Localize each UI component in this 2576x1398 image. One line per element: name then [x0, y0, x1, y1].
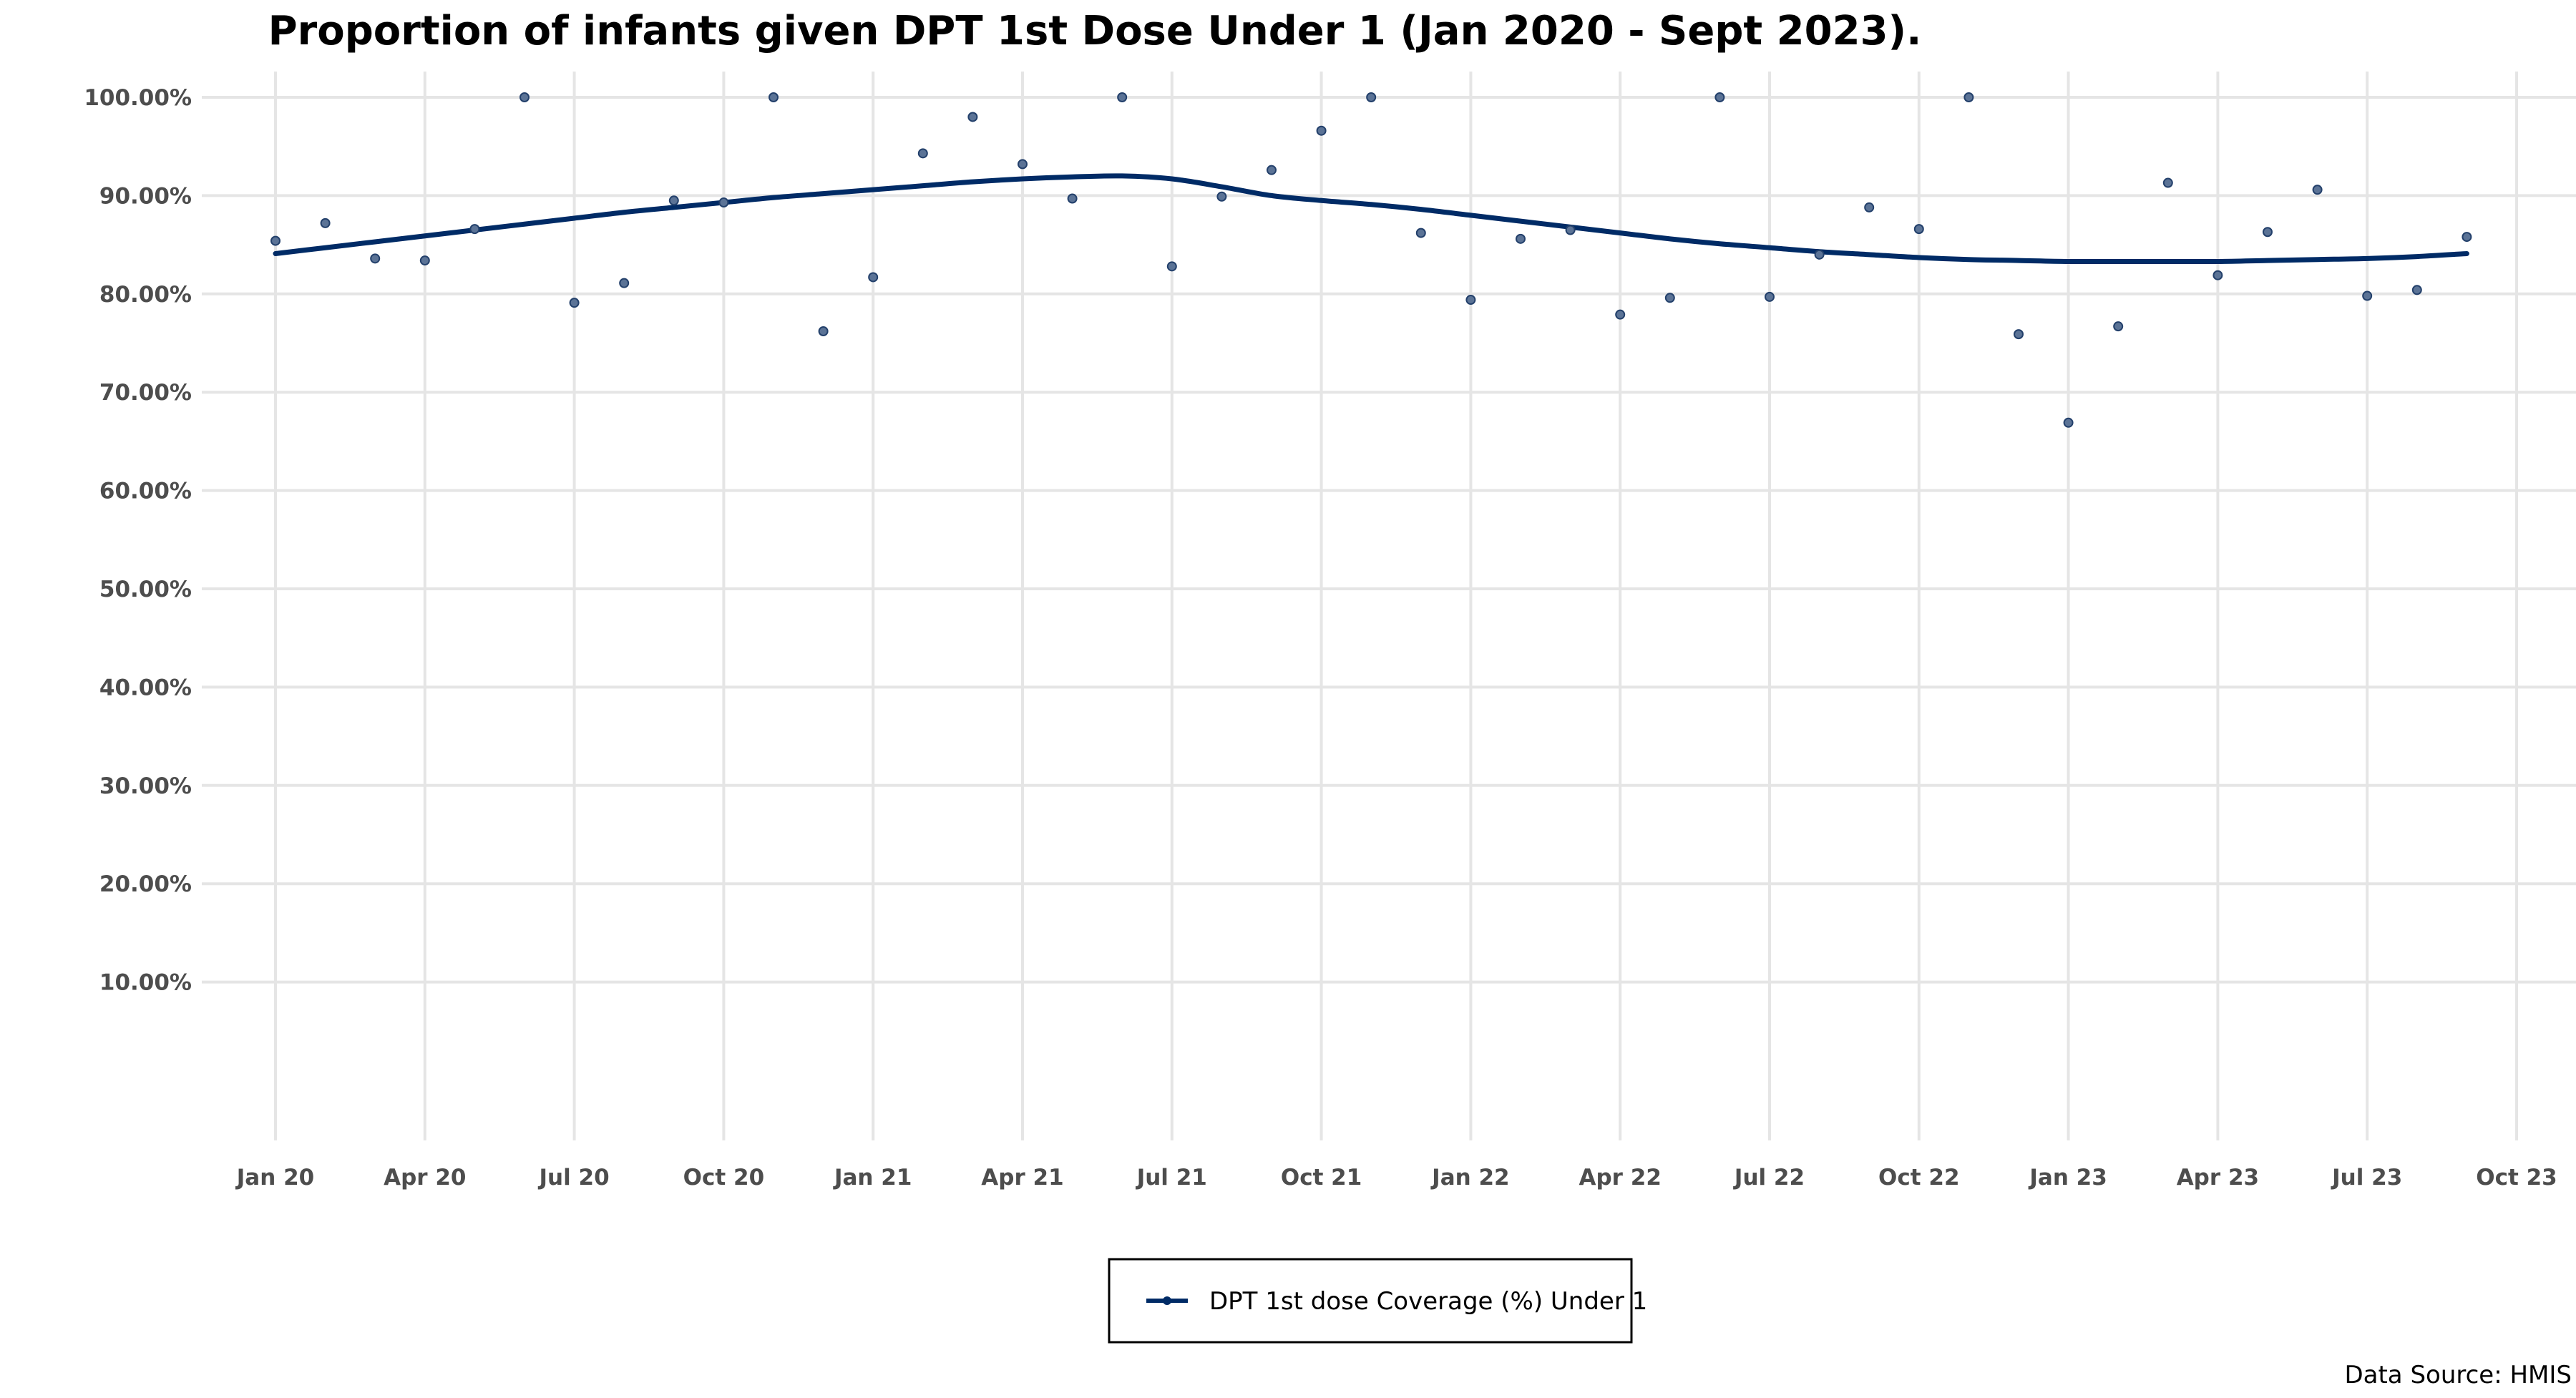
x-tick-label: Jul 21: [1136, 1165, 1207, 1191]
legend-swatch-dot: [1163, 1296, 1171, 1305]
data-point: [1864, 202, 1875, 212]
data-point: [668, 195, 679, 206]
x-tick-label: Jul 23: [2331, 1165, 2402, 1191]
data-point: [2113, 321, 2124, 332]
data-point: [419, 255, 430, 266]
y-tick-label: 40.00%: [99, 675, 192, 700]
y-tick-label: 80.00%: [99, 282, 192, 308]
tick-layer: 10.00% 20.00% 30.00% 40.00% 50.00% 60.00% 70.0…: [84, 85, 2557, 1191]
data-point: [1166, 261, 1177, 272]
data-point: [1565, 225, 1576, 235]
data-point: [967, 112, 978, 122]
data-point: [2263, 227, 2273, 238]
data-point: [2312, 185, 2323, 195]
legend-label: DPT 1st dose Coverage (%) Under 1: [1209, 1287, 1647, 1316]
data-point: [1316, 125, 1327, 136]
data-point: [769, 92, 779, 102]
y-tick-label: 20.00%: [99, 871, 192, 897]
y-tick-label: 30.00%: [99, 773, 192, 799]
chart-title: Proportion of infants given DPT 1st Dose…: [268, 8, 1922, 54]
data-point: [1765, 291, 1775, 302]
legend-box: [1108, 1258, 1633, 1344]
y-tick-label: 50.00%: [99, 577, 192, 602]
data-point: [1216, 191, 1227, 202]
y-tick-label: 90.00%: [99, 183, 192, 209]
x-tick-label: Jan 20: [235, 1165, 314, 1191]
data-point: [2063, 417, 2074, 428]
data-point: [1267, 165, 1277, 175]
x-tick-label: Apr 21: [981, 1165, 1063, 1191]
y-tick-label: 10.00%: [99, 970, 192, 996]
x-tick-label: Oct 21: [1281, 1165, 1362, 1191]
data-point: [1117, 92, 1128, 102]
x-tick-label: Jan 23: [2028, 1165, 2107, 1191]
data-point: [1366, 92, 1377, 102]
y-tick-label: 70.00%: [99, 380, 192, 406]
x-tick-label: Jan 21: [833, 1165, 912, 1191]
data-point: [469, 224, 480, 235]
x-tick-label: Apr 23: [2177, 1165, 2259, 1191]
x-tick-label: Jan 22: [1430, 1165, 1509, 1191]
data-point: [1664, 293, 1675, 303]
data-point: [917, 148, 928, 159]
data-source-note: Data Source: HMIS: [2344, 1361, 2572, 1389]
data-point: [1415, 228, 1426, 238]
data-point: [1465, 295, 1476, 305]
data-point: [370, 253, 381, 264]
data-point: [2212, 270, 2223, 280]
y-tick-label: 60.00%: [99, 479, 192, 504]
legend: DPT 1st dose Coverage (%) Under 1: [1108, 1258, 1647, 1344]
x-tick-label: Jul 22: [1733, 1165, 1805, 1191]
trend-line: [273, 173, 2469, 265]
x-tick-label: Oct 20: [683, 1165, 764, 1191]
x-tick-label: Oct 23: [2476, 1165, 2557, 1191]
grid-layer: [202, 72, 2576, 1140]
data-point: [1516, 233, 1526, 244]
data-point: [1714, 92, 1725, 102]
x-tick-label: Apr 22: [1579, 1165, 1661, 1191]
data-point: [1913, 224, 1924, 235]
data-point: [1615, 309, 1626, 320]
x-tick-label: Oct 22: [1878, 1165, 1959, 1191]
data-point: [2362, 290, 2373, 301]
data-point: [2014, 329, 2024, 340]
point-layer: [270, 92, 2472, 428]
data-point: [2462, 232, 2472, 243]
data-point: [1814, 249, 1825, 260]
data-point: [818, 326, 829, 337]
data-point: [1018, 159, 1028, 170]
data-point: [519, 92, 530, 102]
data-point: [1963, 92, 1974, 102]
data-point: [718, 197, 729, 208]
data-point: [2411, 285, 2422, 295]
trend-layer: [273, 173, 2469, 265]
data-point: [270, 235, 280, 246]
data-point: [1067, 193, 1078, 204]
data-point: [619, 278, 630, 288]
y-tick-label: 100.00%: [84, 85, 192, 111]
data-point: [2162, 177, 2173, 188]
data-point: [569, 298, 580, 308]
x-tick-label: Jul 20: [538, 1165, 610, 1191]
x-tick-label: Apr 20: [384, 1165, 466, 1191]
data-point: [868, 272, 879, 283]
data-point: [320, 217, 331, 228]
